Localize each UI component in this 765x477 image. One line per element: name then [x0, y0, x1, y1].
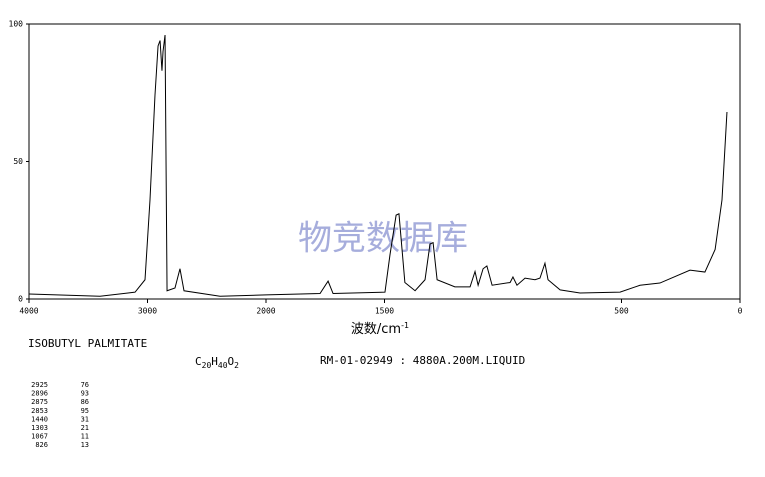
x-tick-label: 0 [738, 307, 743, 316]
formula-part: H [211, 355, 218, 368]
formula-part: O [228, 355, 235, 368]
peak-wavenumber: 2896 [31, 390, 48, 398]
peak-wavenumber: 2925 [31, 381, 48, 389]
formula-part: C [195, 355, 202, 368]
peak-wavenumber: 1067 [31, 433, 48, 441]
formula-sub: 40 [218, 361, 228, 370]
peak-wavenumber: 2875 [31, 398, 48, 406]
formula: C20H40O2 [195, 355, 239, 370]
formula-sub: 20 [202, 361, 212, 370]
peak-wavenumber: 2853 [31, 407, 48, 415]
compound-name: ISOBUTYL PALMITATE [28, 337, 147, 350]
x-axis-title: 波数/cm-1 [351, 321, 409, 337]
x-label: 波数/cm [351, 322, 401, 337]
x-tick-label: 500 [614, 307, 629, 316]
peak-intensity: 11 [81, 433, 89, 441]
peak-wavenumber: 1303 [31, 424, 48, 432]
formula-sub: 2 [234, 361, 239, 370]
peak-wavenumber: 1440 [31, 415, 48, 423]
peak-intensity: 21 [81, 424, 89, 432]
peak-intensity: 95 [81, 407, 89, 415]
watermark: 物竞数据库 [298, 219, 468, 259]
y-tick-label: 0 [18, 295, 23, 304]
x-tick-label: 1500 [375, 307, 394, 316]
peak-intensity: 93 [81, 390, 89, 398]
peak-intensity: 76 [81, 381, 89, 389]
peak-intensity: 86 [81, 398, 89, 406]
peak-intensity: 31 [81, 415, 89, 423]
y-tick-label: 100 [9, 20, 24, 29]
x-label-sup: -1 [401, 321, 409, 330]
spectrum-line [28, 34, 728, 297]
x-tick-label: 3000 [138, 307, 157, 316]
peak-wavenumber: 826 [35, 441, 48, 449]
y-tick-label: 50 [13, 157, 23, 166]
x-tick-label: 4000 [19, 307, 38, 316]
x-tick-label: 2000 [256, 307, 275, 316]
sample-code: RM-01-02949 : 4880A.200M.LIQUID [320, 354, 525, 367]
peak-intensity: 13 [81, 441, 89, 449]
